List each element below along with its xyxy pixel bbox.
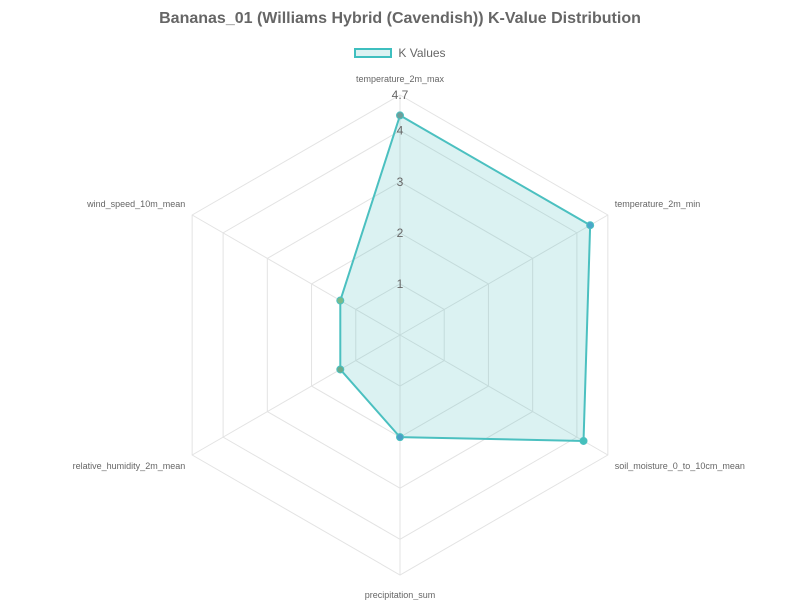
axis-label: temperature_2m_min: [615, 199, 701, 209]
axis-label: wind_speed_10m_mean: [86, 199, 185, 209]
axis-label: relative_humidity_2m_mean: [73, 461, 186, 471]
data-point[interactable]: [336, 296, 345, 305]
data-point[interactable]: [579, 436, 588, 445]
chart-title: Bananas_01 (Williams Hybrid (Cavendish))…: [159, 10, 641, 27]
angle-line-1: [399, 214, 609, 336]
axis-label: temperature_2m_max: [356, 74, 445, 84]
tick-label: 3: [397, 175, 404, 189]
legend-swatch[interactable]: [354, 48, 393, 58]
data-point[interactable]: [396, 433, 404, 442]
tick-label: 4: [397, 124, 404, 138]
data-point[interactable]: [336, 365, 345, 374]
axis-label: precipitation_sum: [365, 590, 436, 600]
data-point[interactable]: [586, 221, 595, 230]
legend[interactable]: K Values: [0, 46, 800, 60]
tick-label: 4.7: [392, 88, 409, 102]
angle-line-2: [399, 334, 609, 456]
series-area: [339, 113, 592, 442]
tick-label: 1: [397, 277, 404, 291]
tick-label: 2: [397, 226, 404, 240]
axis-label: soil_moisture_0_to_10cm_mean: [615, 461, 745, 471]
angle-line-5: [191, 214, 401, 336]
legend-label[interactable]: K Values: [398, 46, 446, 60]
data-point[interactable]: [396, 111, 404, 120]
angle-line-4: [191, 334, 401, 456]
